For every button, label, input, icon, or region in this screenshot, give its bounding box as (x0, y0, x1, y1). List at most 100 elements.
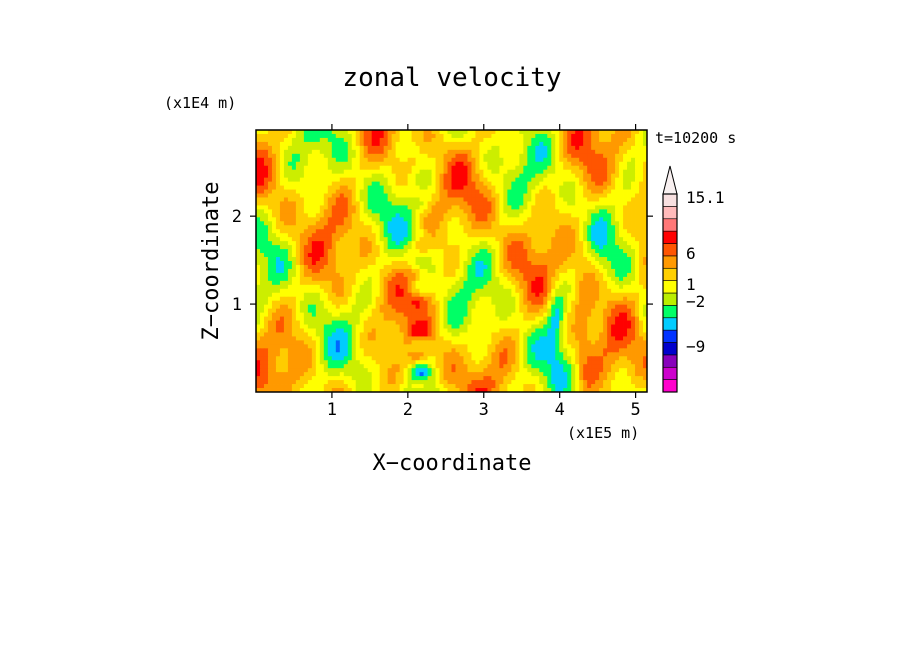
heatmap-cell (343, 257, 349, 262)
heatmap-cell (583, 316, 588, 321)
heatmap-cell (591, 221, 596, 226)
heatmap-cell (583, 280, 588, 286)
heatmap-cell (319, 245, 325, 250)
heatmap-cell (627, 245, 632, 250)
heatmap-cell (491, 328, 496, 333)
heatmap-cell (351, 141, 357, 147)
heatmap-cell (395, 229, 401, 234)
heatmap-cell (447, 241, 452, 246)
heatmap-cell (591, 201, 596, 206)
heatmap-cell (643, 185, 648, 190)
heatmap-cell (267, 181, 273, 186)
heatmap-cell (523, 197, 528, 202)
heatmap-cell (387, 296, 393, 302)
heatmap-cell (427, 130, 432, 135)
heatmap-cell (559, 304, 564, 310)
heatmap-cell (319, 316, 325, 321)
heatmap-cell (527, 225, 532, 230)
heatmap-cell (611, 133, 616, 139)
heatmap-cell (275, 296, 281, 302)
heatmap-cell (387, 185, 393, 190)
heatmap-cell (383, 130, 389, 135)
heatmap-cell (407, 304, 412, 310)
heatmap-cell (451, 268, 456, 274)
heatmap-cell (443, 276, 448, 282)
heatmap-cell (515, 213, 520, 218)
heatmap-cell (555, 201, 560, 206)
heatmap-cell (275, 177, 281, 183)
heatmap-cell (531, 157, 536, 163)
heatmap-cell (355, 137, 361, 143)
heatmap-cell (399, 328, 405, 333)
heatmap-cell (335, 316, 341, 321)
heatmap-cell (319, 241, 325, 246)
heatmap-cell (451, 292, 456, 298)
heatmap-cell (443, 225, 448, 230)
heatmap-cell (375, 173, 381, 179)
heatmap-cell (607, 185, 612, 190)
heatmap-cell (643, 201, 648, 206)
heatmap-cell (551, 169, 556, 175)
heatmap-cell (427, 312, 432, 317)
heatmap-cell (435, 312, 440, 317)
heatmap-cell (435, 169, 440, 175)
heatmap-cell (643, 320, 648, 325)
heatmap-cell (411, 276, 416, 282)
heatmap-cell (511, 209, 516, 214)
heatmap-cell (395, 213, 401, 218)
heatmap-cell (523, 237, 528, 242)
heatmap-cell (443, 308, 448, 314)
heatmap-cell (343, 296, 349, 302)
heatmap-cell (547, 292, 552, 298)
heatmap-cell (503, 316, 508, 321)
heatmap-cell (307, 225, 313, 230)
heatmap-cell (403, 209, 409, 214)
heatmap-cell (455, 209, 460, 214)
heatmap-cell (403, 320, 409, 325)
heatmap-cell (315, 261, 321, 266)
heatmap-cell (443, 157, 448, 163)
heatmap-cell (419, 296, 424, 302)
heatmap-cell (463, 161, 468, 167)
heatmap-cell (519, 312, 524, 317)
heatmap-cell (287, 181, 293, 186)
heatmap-cell (519, 276, 524, 282)
heatmap-cell (343, 217, 349, 222)
heatmap-cell (563, 177, 568, 183)
heatmap-cell (311, 185, 317, 190)
heatmap-cell (607, 137, 612, 143)
heatmap-cell (395, 133, 401, 139)
heatmap-cell (567, 304, 572, 310)
heatmap-cell (439, 189, 444, 194)
heatmap-cell (371, 201, 377, 206)
heatmap-cell (603, 276, 608, 282)
heatmap-cell (635, 253, 640, 258)
heatmap-cell (263, 173, 269, 179)
heatmap-cell (603, 320, 608, 325)
heatmap-cell (375, 205, 381, 210)
heatmap-cell (351, 253, 357, 258)
heatmap-cell (487, 185, 492, 190)
heatmap-cell (303, 292, 309, 298)
heatmap-cell (527, 320, 532, 325)
heatmap-cell (307, 257, 313, 262)
heatmap-cell (475, 205, 480, 210)
heatmap-cell (351, 157, 357, 163)
heatmap-cell (623, 249, 628, 254)
heatmap-cell (343, 268, 349, 274)
heatmap-cell (503, 185, 508, 190)
heatmap-cell (475, 181, 480, 186)
heatmap-cell (583, 237, 588, 242)
heatmap-cell (267, 141, 273, 147)
heatmap-cell (303, 245, 309, 250)
heatmap-cell (319, 233, 325, 238)
heatmap-cell (256, 213, 261, 218)
heatmap-cell (583, 197, 588, 202)
heatmap-cell (523, 249, 528, 254)
heatmap-cell (283, 245, 289, 250)
heatmap-cell (535, 141, 540, 147)
heatmap-cell (431, 320, 436, 325)
heatmap-cell (555, 284, 560, 290)
heatmap-cell (503, 169, 508, 175)
heatmap-cell (263, 205, 269, 210)
